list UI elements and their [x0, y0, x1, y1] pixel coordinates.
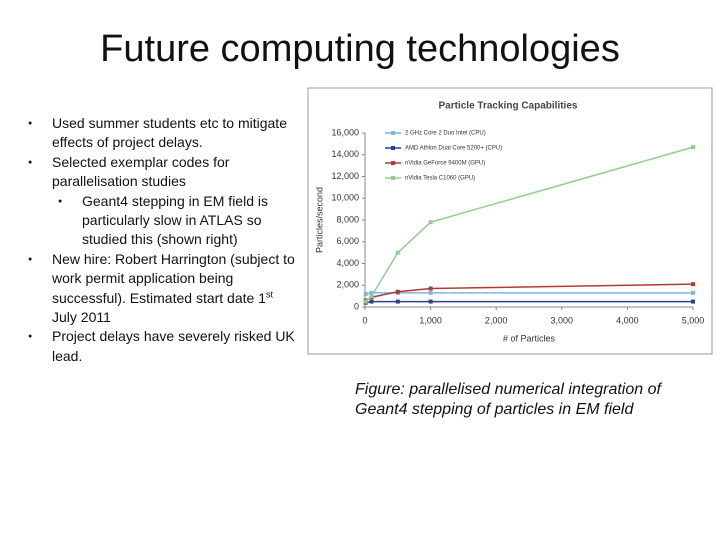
chart-frame	[307, 87, 713, 355]
bullet: Used summer students etc to mitigate eff…	[28, 114, 300, 153]
data-point	[395, 250, 400, 255]
data-point	[369, 299, 374, 304]
legend-label: 2 GHz Core 2 Duo Intel (CPU)	[405, 131, 486, 137]
y-tick-label: 10,000	[331, 193, 359, 203]
data-point	[691, 145, 695, 150]
data-point	[691, 282, 695, 287]
y-tick-label: 6,000	[336, 236, 359, 246]
data-point	[363, 291, 368, 296]
data-point	[428, 220, 433, 225]
data-point	[395, 289, 400, 294]
legend-label: nVidia GeForce 9400M (GPU)	[405, 161, 485, 167]
chart-title: Particle Tracking Capabilities	[439, 101, 578, 112]
data-point	[691, 290, 695, 295]
data-point	[428, 299, 433, 304]
bullet-text: New hire: Robert Harrington (subject to …	[52, 250, 295, 306]
data-point	[363, 299, 368, 304]
y-tick-label: 16,000	[331, 127, 359, 137]
bullet: New hire: Robert Harrington (subject to …	[28, 250, 300, 328]
data-point	[691, 299, 695, 304]
data-point	[428, 290, 433, 295]
y-tick-label: 4,000	[336, 258, 359, 268]
y-axis-label: Particles/second	[314, 187, 324, 253]
legend-marker	[391, 176, 395, 180]
y-tick-label: 14,000	[331, 149, 359, 159]
data-point	[395, 299, 400, 304]
y-tick-label: 0	[354, 301, 359, 311]
x-tick-label: 2,000	[485, 315, 508, 325]
x-tick-label: 1,000	[419, 315, 442, 325]
caption: Figure: parallelised numerical integrati…	[355, 381, 661, 418]
bullet: Selected exemplar codes for parallelisat…	[28, 153, 300, 192]
legend-label: AMD Athlon Dual Core 5200+ (CPU)	[405, 146, 502, 152]
y-tick-label: 8,000	[336, 214, 359, 224]
superscript: st	[265, 289, 273, 299]
x-tick-label: 4,000	[616, 315, 639, 325]
x-tick-label: 0	[362, 315, 367, 325]
bullet-list: Used summer students etc to mitigate eff…	[28, 114, 300, 366]
y-tick-label: 2,000	[336, 280, 359, 290]
data-point	[369, 294, 374, 299]
x-tick-label: 5,000	[682, 315, 705, 325]
x-axis-label: # of Particles	[503, 333, 556, 343]
y-tick-label: 12,000	[331, 171, 359, 181]
bullet-text: July 2011	[52, 309, 111, 326]
bullet: Project delays have severely risked UK l…	[28, 327, 300, 366]
data-point	[369, 290, 374, 295]
legend-marker	[391, 161, 395, 165]
x-tick-label: 3,000	[551, 315, 574, 325]
legend-marker	[391, 131, 395, 135]
legend-marker	[391, 146, 395, 150]
data-point	[428, 286, 433, 291]
slide-title: Future computing technologies	[100, 28, 620, 70]
legend-label: nVidia Tesla C1060 (GPU)	[405, 176, 475, 182]
sub-bullet: Geant4 stepping in EM field is particula…	[28, 192, 300, 250]
